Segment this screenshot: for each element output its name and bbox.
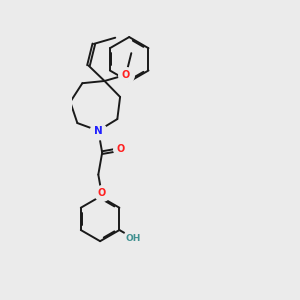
Text: O: O — [98, 188, 106, 198]
Text: OH: OH — [126, 234, 141, 243]
Text: O: O — [117, 144, 125, 154]
Text: O: O — [122, 70, 130, 80]
Text: N: N — [94, 126, 103, 136]
